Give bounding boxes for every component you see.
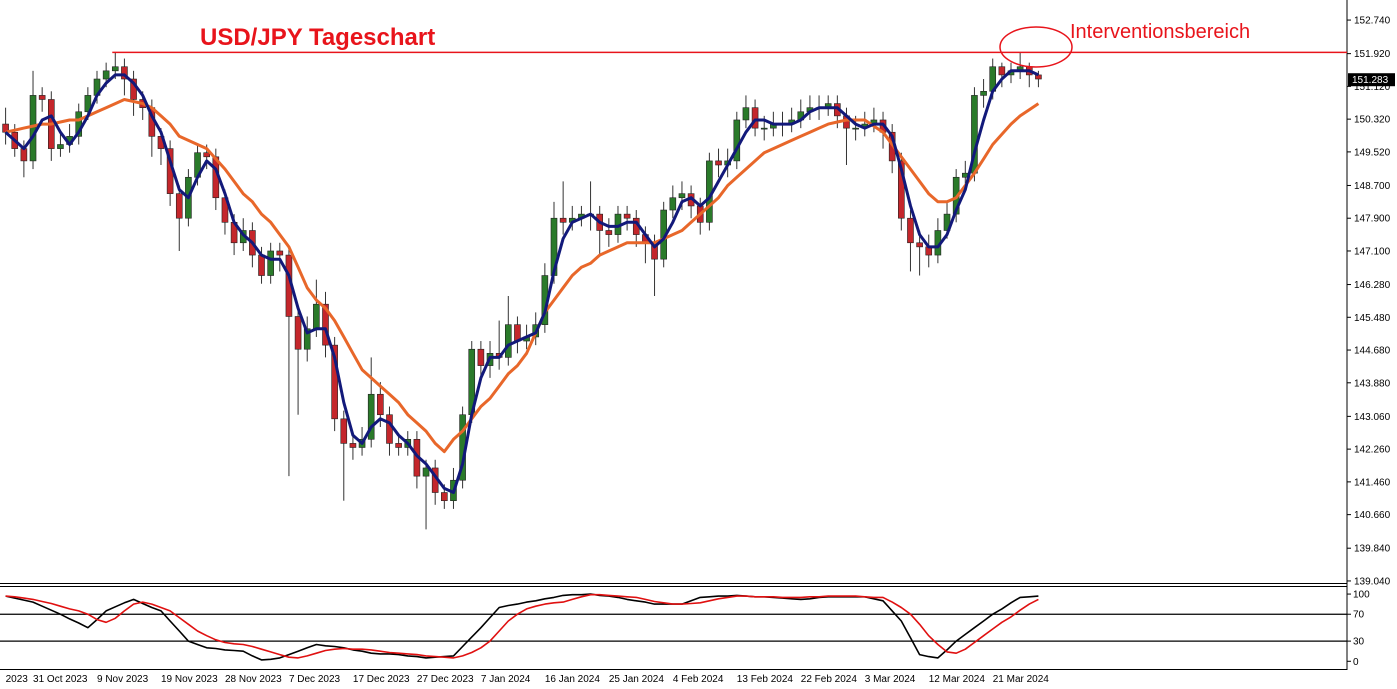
candle-body bbox=[175, 193, 183, 219]
y-tick-label: 147.100 bbox=[1354, 246, 1391, 257]
x-tick-label: 7 Dec 2023 bbox=[289, 674, 341, 685]
x-tick-label: 28 Nov 2023 bbox=[225, 674, 282, 685]
candle-body bbox=[907, 217, 914, 244]
x-tick-label: 22 Feb 2024 bbox=[801, 674, 858, 685]
candle-body bbox=[57, 144, 64, 149]
candle-body bbox=[258, 254, 265, 276]
y-tick-label: 142.260 bbox=[1354, 445, 1391, 456]
y-tick-label: 145.480 bbox=[1354, 313, 1391, 324]
candle-body bbox=[38, 95, 46, 100]
x-tick-label: 2023 bbox=[6, 674, 29, 685]
x-tick-label: 16 Jan 2024 bbox=[545, 674, 600, 685]
candle-body bbox=[294, 316, 302, 350]
x-tick-label: 9 Nov 2023 bbox=[97, 674, 149, 685]
y-tick-label: 139.040 bbox=[1354, 576, 1391, 587]
current-price-label: 151.283 bbox=[1352, 75, 1389, 86]
y-tick-label: 100 bbox=[1353, 590, 1370, 601]
y-tick-label: 148.700 bbox=[1354, 181, 1391, 192]
candle-body bbox=[313, 303, 320, 330]
candle-body bbox=[623, 213, 631, 219]
y-tick-label: 146.280 bbox=[1354, 280, 1391, 291]
candle-body bbox=[111, 66, 119, 72]
candle-body bbox=[504, 324, 512, 358]
y-tick-label: 70 bbox=[1353, 610, 1365, 621]
candle-body bbox=[998, 66, 1006, 76]
y-tick-label: 139.840 bbox=[1354, 544, 1391, 555]
x-tick-label: 13 Feb 2024 bbox=[737, 674, 794, 685]
candle-body bbox=[331, 344, 338, 420]
x-tick-label: 19 Nov 2023 bbox=[161, 674, 218, 685]
y-tick-label: 151.920 bbox=[1354, 49, 1391, 60]
candle-body bbox=[20, 148, 28, 162]
y-tick-label: 0 bbox=[1353, 657, 1359, 668]
x-tick-label: 4 Feb 2024 bbox=[673, 674, 724, 685]
candle-body bbox=[422, 467, 430, 477]
candle-body bbox=[267, 250, 274, 276]
y-tick-label: 141.460 bbox=[1354, 477, 1391, 488]
candle-body bbox=[559, 217, 567, 223]
stochastic-panel: 0 30 70 100 bbox=[0, 590, 1370, 668]
y-tick-label: 150.320 bbox=[1354, 115, 1391, 126]
x-tick-label: 27 Dec 2023 bbox=[417, 674, 474, 685]
candle-body bbox=[678, 193, 686, 199]
candle-body bbox=[102, 70, 110, 80]
y-tick-label: 151.120 bbox=[1354, 82, 1391, 93]
intervention-ellipse bbox=[999, 26, 1073, 68]
candle-body bbox=[29, 95, 37, 162]
candle-body bbox=[340, 418, 348, 444]
price-panel: 139.040 139.840 140.660 141.460 142.260 143.0… bbox=[2, 16, 1395, 587]
y-tick-label: 149.520 bbox=[1354, 147, 1391, 158]
candle-body bbox=[477, 348, 485, 366]
stochastic-line bbox=[5, 593, 1039, 659]
candle-body bbox=[916, 242, 923, 248]
candle-body bbox=[377, 393, 384, 416]
y-tick-label: 143.060 bbox=[1354, 412, 1391, 423]
candle-body bbox=[751, 107, 759, 129]
x-tick-label: 25 Jan 2024 bbox=[609, 674, 664, 685]
y-tick-label: 144.680 bbox=[1354, 346, 1391, 357]
current-price-box bbox=[1348, 73, 1395, 87]
y-tick-label: 30 bbox=[1353, 637, 1365, 648]
candle-body bbox=[715, 160, 722, 166]
candle-body bbox=[1035, 74, 1042, 80]
y-tick-label: 147.900 bbox=[1354, 214, 1391, 225]
candle-body bbox=[121, 66, 128, 80]
y-tick-label: 152.740 bbox=[1354, 16, 1391, 27]
candle-body bbox=[203, 152, 210, 158]
annotation: Interventionsbereich bbox=[1070, 21, 1250, 43]
x-tick-label: 17 Dec 2023 bbox=[353, 674, 410, 685]
x-tick-label: 21 Mar 2024 bbox=[993, 674, 1050, 685]
moving-average bbox=[4, 69, 1040, 494]
candle-body bbox=[386, 414, 393, 444]
candle-body bbox=[852, 127, 859, 130]
x-tick-label: 12 Mar 2024 bbox=[929, 674, 986, 685]
moving-average bbox=[5, 98, 1040, 454]
candle-body bbox=[349, 443, 357, 448]
candle-body bbox=[669, 197, 677, 211]
candle-body bbox=[742, 107, 750, 121]
y-tick-label: 143.880 bbox=[1354, 378, 1391, 389]
candle-body bbox=[322, 303, 329, 346]
candle-body bbox=[605, 230, 613, 235]
candle-body bbox=[367, 393, 375, 440]
candle-body bbox=[395, 443, 402, 448]
candle-body bbox=[898, 160, 905, 219]
y-tick-label: 140.660 bbox=[1354, 510, 1391, 521]
candle-body bbox=[760, 127, 768, 130]
x-tick-label: 31 Oct 2023 bbox=[33, 674, 88, 685]
chart-title: USD/JPY Tageschart bbox=[200, 24, 435, 51]
candle-body bbox=[276, 250, 284, 256]
candle-body bbox=[980, 90, 987, 96]
candle-body bbox=[84, 95, 92, 113]
candle-body bbox=[441, 492, 448, 502]
x-tick-label: 7 Jan 2024 bbox=[481, 674, 531, 685]
x-tick-label: 3 Mar 2024 bbox=[865, 674, 916, 685]
